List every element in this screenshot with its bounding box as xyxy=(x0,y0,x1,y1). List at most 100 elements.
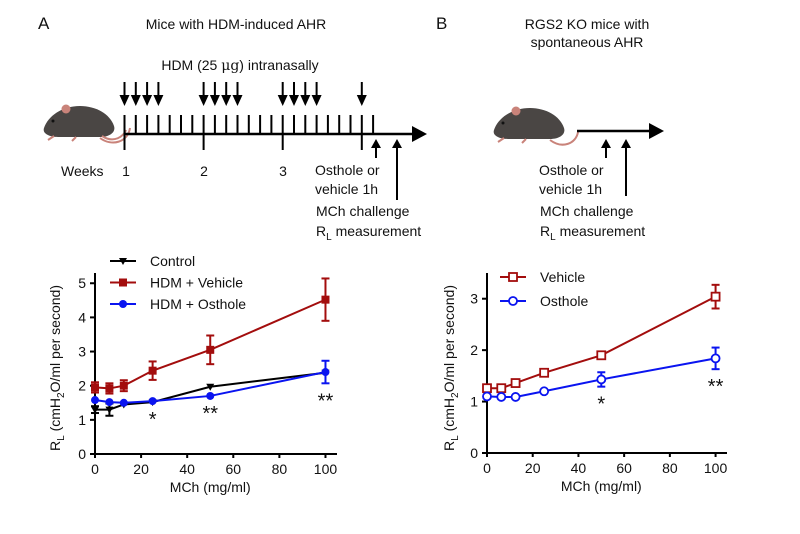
data-point xyxy=(596,350,607,361)
legend-label: Control xyxy=(150,253,195,269)
chart-b: 0 1 2 3 0 20 40 60 80 100 MCh (mg/ml) RL (cmH2O/ml … xyxy=(441,269,727,494)
x-tick-label: 0 xyxy=(91,461,99,477)
legend-item: HDM + Vehicle xyxy=(110,275,243,291)
data-point xyxy=(206,391,215,400)
data-point xyxy=(596,374,607,385)
data-point xyxy=(206,383,215,391)
legend-item: Osthole xyxy=(500,293,588,309)
y-tick-label: 2 xyxy=(470,342,478,358)
measurement-label: RL measurement xyxy=(316,223,421,243)
y-axis-label: RL (cmH2O/ml per second) xyxy=(47,285,67,451)
legend-marker xyxy=(508,272,518,282)
y-tick-label: 2 xyxy=(78,378,86,394)
week-2-label: 2 xyxy=(200,163,208,179)
y-tick-label: 4 xyxy=(78,309,86,325)
y-tick-label: 0 xyxy=(470,445,478,461)
panel-b-title-line1: RGS2 KO mice with xyxy=(525,16,649,32)
x-tick-label: 80 xyxy=(662,460,678,476)
dose-arrowhead xyxy=(221,95,232,106)
significance-marker: ** xyxy=(202,403,218,425)
dose-arrowhead xyxy=(198,95,209,106)
panel-a-schematic: A Mice with HDM-induced AHR HDM (25 μg) … xyxy=(38,14,427,243)
weeks-label: Weeks xyxy=(61,163,104,179)
dose-arrowhead xyxy=(289,95,299,106)
dose-arrow-icon xyxy=(232,82,243,106)
dose-arrow-icon xyxy=(209,82,220,106)
x-tick-label: 100 xyxy=(314,461,338,477)
timeline-arrowhead xyxy=(649,123,664,139)
dose-arrow-icon xyxy=(142,82,153,106)
legend-label: Vehicle xyxy=(540,269,585,285)
treatment-arrowhead xyxy=(601,139,611,148)
measurement-label: RL measurement xyxy=(540,223,645,243)
timeline-arrowhead xyxy=(412,126,427,142)
dose-arrow-icon xyxy=(356,82,367,106)
x-tick-label: 20 xyxy=(133,461,149,477)
dose-arrow-icon xyxy=(311,82,322,106)
x-tick-label: 80 xyxy=(272,461,288,477)
week-3-label: 3 xyxy=(279,163,287,179)
legend-item: HDM + Osthole xyxy=(110,296,246,312)
challenge-arrowhead xyxy=(621,139,631,148)
dose-arrow-icon xyxy=(300,82,311,106)
treatment-label-line2: vehicle 1h xyxy=(315,181,378,197)
x-tick-label: 20 xyxy=(525,460,541,476)
significance-marker: * xyxy=(149,409,157,431)
legend-marker xyxy=(508,296,518,306)
series-hdm-vehicle xyxy=(91,277,330,395)
treatment-arrowhead xyxy=(371,139,381,148)
y-tick-label: 5 xyxy=(78,275,86,291)
data-point xyxy=(105,398,114,407)
data-point xyxy=(482,383,492,394)
data-point xyxy=(119,381,128,390)
data-point xyxy=(206,345,215,354)
challenge-label: MCh challenge xyxy=(316,203,410,219)
legend-label: HDM + Vehicle xyxy=(150,275,243,291)
dose-arrow-icon xyxy=(153,82,164,106)
legend-item: Vehicle xyxy=(500,269,585,285)
data-point xyxy=(148,366,157,375)
dose-arrowhead xyxy=(130,95,141,106)
dose-arrowhead xyxy=(153,95,164,106)
hdm-dose-arrows xyxy=(119,82,367,106)
dose-arrow-icon xyxy=(277,82,288,106)
legend-marker xyxy=(119,278,127,287)
dose-arrowhead xyxy=(300,95,311,106)
dose-arrow-icon xyxy=(119,82,130,106)
series-osthole xyxy=(482,346,721,402)
dose-label: HDM (25 μg) intranasally xyxy=(161,57,318,74)
x-tick-label: 60 xyxy=(616,460,632,476)
x-tick-label: 100 xyxy=(704,460,728,476)
panel-b-title-line2: spontaneous AHR xyxy=(531,34,644,50)
significance-marker: ** xyxy=(318,390,334,412)
challenge-label: MCh challenge xyxy=(540,203,634,219)
legend-label: Osthole xyxy=(540,293,588,309)
x-tick-label: 0 xyxy=(483,460,491,476)
panel-a-letter: A xyxy=(38,14,50,33)
data-point xyxy=(710,291,721,302)
data-point xyxy=(496,392,507,402)
dose-arrowhead xyxy=(277,95,288,106)
x-tick-label: 40 xyxy=(571,460,587,476)
data-point xyxy=(482,391,492,402)
data-point xyxy=(91,396,99,405)
dose-arrowhead xyxy=(311,95,322,106)
chart-a: 0 1 2 3 4 5 0 20 40 60 80 100 MCh (mg/ml) RL (cmH2O/m… xyxy=(47,253,337,495)
mouse-icon xyxy=(43,104,131,144)
dose-arrowhead xyxy=(356,95,367,106)
data-point xyxy=(321,295,330,304)
data-point xyxy=(510,378,521,388)
timeline-ticks xyxy=(123,115,375,150)
data-point xyxy=(321,368,330,377)
data-point xyxy=(148,397,157,406)
data-point xyxy=(539,386,550,397)
y-tick-label: 0 xyxy=(78,446,86,462)
treatment-label-line2: vehicle 1h xyxy=(539,181,602,197)
series-vehicle xyxy=(482,283,721,394)
challenge-arrowhead xyxy=(392,139,402,148)
data-point xyxy=(105,384,114,393)
x-axis-label: MCh (mg/ml) xyxy=(170,479,251,495)
y-tick-label: 1 xyxy=(470,394,478,410)
panel-b-schematic: B RGS2 KO mice with spontaneous AHR Osth… xyxy=(436,14,664,243)
